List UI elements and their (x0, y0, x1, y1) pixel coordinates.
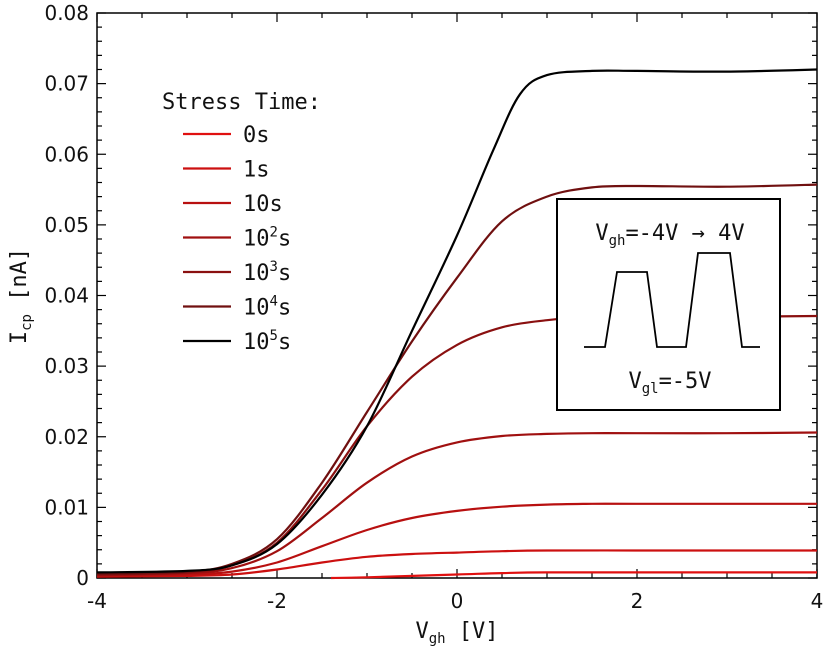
inset-bottom-main: V (628, 369, 641, 394)
series-line-0 (330, 571, 818, 580)
y-tick-label: 0.04 (44, 284, 89, 308)
inset-top-text: =-4V → 4V (625, 221, 744, 246)
y-axis-title-main: I (7, 331, 32, 344)
inset-top-main: V (595, 221, 608, 246)
legend-entries: 0s 1s 10s 102s 103s 104s 105s (183, 123, 291, 355)
y-tick-label: 0.03 (44, 354, 89, 378)
y-tick-label: 0.02 (44, 425, 89, 449)
y-tick-label: 0.05 (44, 213, 89, 237)
y-tick-label: 0 (76, 566, 89, 590)
legend-label: 105s (243, 328, 291, 355)
x-tick-label: -2 (267, 589, 287, 613)
inset-top-label: Vgh=-4V → 4V (595, 221, 744, 249)
legend-label: 1s (243, 158, 270, 183)
legend-label: 104s (243, 294, 291, 321)
series-line-6 (96, 68, 818, 574)
x-tick-label: 0 (451, 589, 464, 613)
series-line-5 (96, 183, 818, 575)
inset-bottom-text: =-5V (659, 369, 712, 394)
x-axis-title-unit: [V] (446, 619, 499, 644)
series-line-2 (96, 502, 817, 577)
x-tick-label: 4 (811, 589, 824, 613)
inset-waveform-box: Vgh=-4V → 4V Vgl=-5V (556, 198, 781, 411)
inset-top-sub: gh (609, 233, 626, 249)
legend-label: 102s (243, 225, 291, 252)
inset-bottom-sub: gl (642, 381, 659, 397)
y-tick-label: 0.01 (44, 495, 89, 519)
inset-frame (556, 198, 781, 411)
gate-pulse-waveform (584, 252, 760, 348)
x-axis-title-main: V (415, 619, 428, 644)
x-tick-label: 2 (631, 589, 644, 613)
y-tick-label: 0.07 (44, 72, 89, 96)
legend-label: 0s (243, 123, 270, 148)
y-axis-title-unit: [nA] (7, 248, 32, 314)
legend: Stress Time: 0s 1s 10s 102s 103s 104s 105s (162, 90, 321, 355)
x-tick-label: -4 (87, 589, 107, 613)
x-axis-title-sub: gh (429, 631, 446, 647)
inset-bottom-label: Vgl=-5V (628, 369, 711, 397)
legend-label: 103s (243, 259, 291, 286)
series-line-3 (96, 431, 818, 577)
y-axis-title: Icp [nA] (7, 248, 35, 344)
x-axis-title: Vgh [V] (415, 619, 498, 647)
axis-ticks: -4 -2 0 2 4 0 0.01 0.02 0.03 0.04 0.05 0.06 0.07 0.08 (44, 1, 823, 613)
y-tick-label: 0.06 (44, 142, 89, 166)
legend-label: 10s (243, 192, 283, 217)
legend-title: Stress Time: (162, 90, 321, 115)
series-line-1 (96, 549, 817, 578)
y-axis-title-sub: cp (19, 314, 35, 331)
series-layer (96, 68, 818, 580)
y-tick-label: 0.08 (44, 1, 89, 25)
